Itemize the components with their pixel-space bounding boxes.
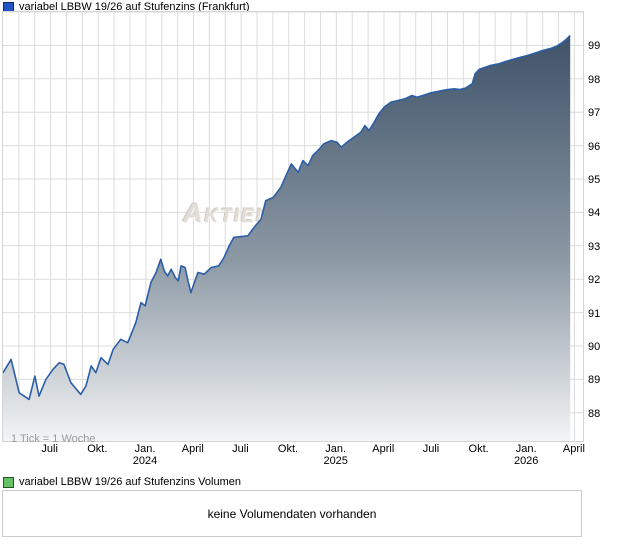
x-axis-label: Jan. 2026 [513, 443, 539, 467]
x-axis-year-label: 2024 [132, 455, 158, 467]
chart-title: variabel LBBW 19/26 auf Stufenzins (Fran… [19, 1, 250, 13]
volume-legend-row: variabel LBBW 19/26 auf Stufenzins Volum… [3, 476, 241, 488]
y-axis-label: 88 [588, 407, 601, 420]
x-axis-label: Juli [422, 443, 440, 455]
volume-color-swatch [3, 476, 14, 488]
y-axis-label: 92 [588, 274, 601, 287]
price-chart-plot-area: Aktien 1 Tick = 1 Woche [2, 11, 584, 445]
y-axis-label: 95 [588, 174, 601, 186]
x-axis-year-label: 2026 [513, 455, 539, 467]
x-axis-label: Okt. [277, 443, 299, 455]
volume-legend-label: variabel LBBW 19/26 auf Stufenzins Volum… [19, 476, 241, 488]
y-axis-label: 96 [588, 140, 601, 153]
y-axis-label: 97 [588, 107, 601, 120]
x-axis-year-label: 2025 [323, 455, 348, 467]
y-axis-label: 94 [588, 207, 601, 220]
x-axis-label: Okt. [468, 443, 489, 455]
tick-resolution-note: 1 Tick = 1 Woche [11, 433, 96, 445]
watermark: Aktien [183, 198, 272, 228]
y-axis-label: 99 [588, 40, 601, 53]
x-axis-label: April [562, 443, 585, 455]
price-area-fill [3, 35, 571, 441]
volume-message: keine Volumendaten vorhanden [207, 506, 377, 521]
volume-panel: keine Volumendaten vorhanden [2, 490, 582, 537]
y-axis-label: 89 [588, 374, 601, 387]
y-axis-label: 98 [588, 73, 601, 86]
y-axis-label: 90 [588, 341, 601, 353]
x-axis-label: Juli [41, 443, 58, 455]
x-axis-label: Jan. 2024 [132, 443, 158, 467]
x-axis-label: Jan. 2025 [323, 443, 348, 467]
x-axis-label: Okt. [87, 443, 108, 455]
x-axis-label: Juli [232, 443, 249, 455]
x-axis-label: April [372, 443, 395, 455]
x-axis-label: April [181, 443, 204, 455]
y-axis-label: 93 [588, 240, 601, 253]
price-line [3, 34, 571, 401]
price-series [3, 34, 571, 441]
y-axis-label: 91 [588, 307, 601, 320]
